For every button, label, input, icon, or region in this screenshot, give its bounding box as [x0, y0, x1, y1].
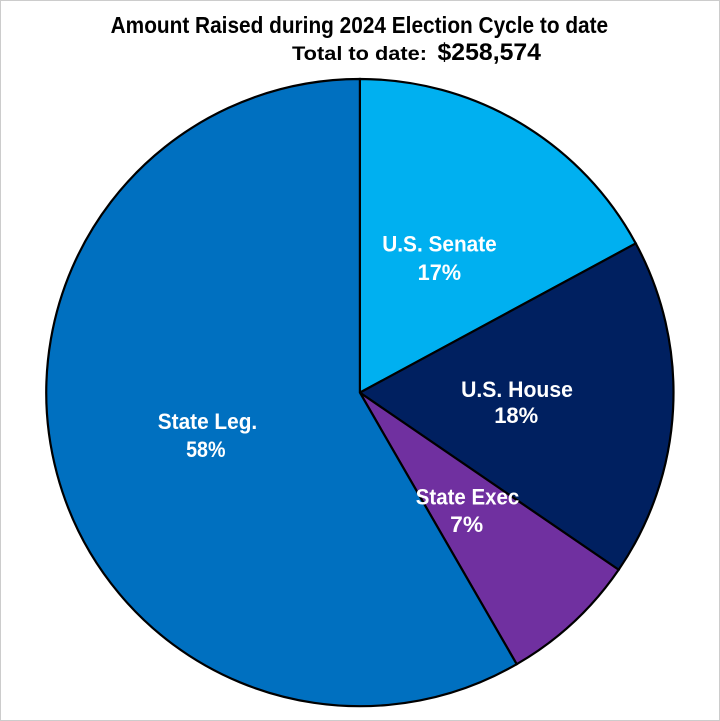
svg-text:18%: 18%: [494, 403, 538, 428]
svg-text:U.S. Senate: U.S. Senate: [382, 231, 497, 256]
svg-text:58%: 58%: [186, 437, 225, 462]
svg-text:Amount Raised during 2024 Elec: Amount Raised during 2024 Election Cycle…: [111, 12, 609, 38]
svg-text:$258,574: $258,574: [438, 40, 542, 66]
svg-text:17%: 17%: [418, 260, 462, 285]
svg-text:7%: 7%: [450, 512, 483, 537]
svg-text:State Leg.: State Leg.: [158, 409, 257, 434]
svg-text:Total to date:: Total to date:: [292, 43, 427, 65]
svg-text:State Exec: State Exec: [416, 485, 519, 510]
svg-text:U.S. House: U.S. House: [461, 377, 573, 402]
